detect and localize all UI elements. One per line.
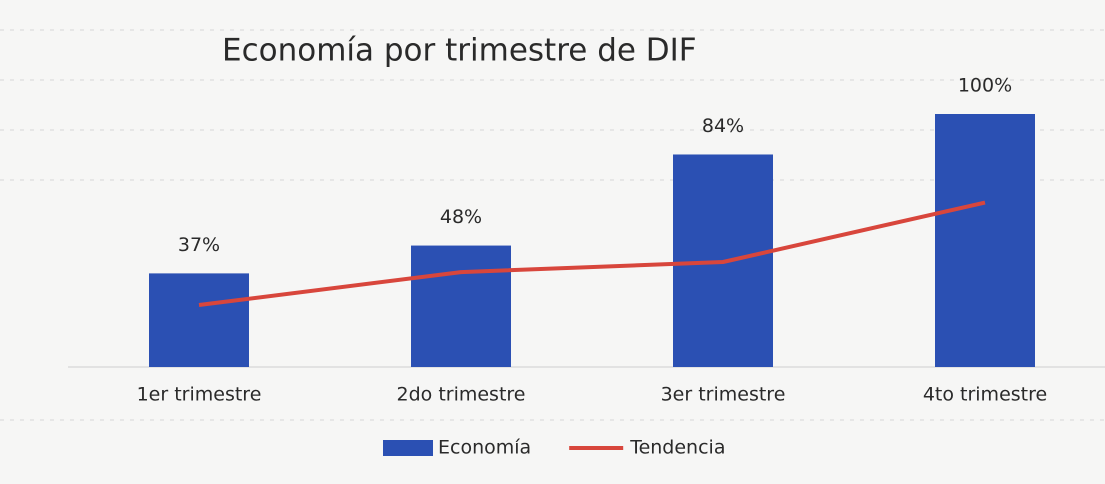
legend-swatch	[383, 440, 433, 456]
data-label: 84%	[702, 115, 744, 137]
chart-title: Economía por trimestre de DIF	[222, 33, 697, 69]
x-tick-label: 4to trimestre	[923, 384, 1047, 406]
data-label: 48%	[440, 206, 482, 228]
bar	[149, 273, 249, 367]
data-label: 37%	[178, 234, 220, 256]
bar	[935, 114, 1035, 367]
bar	[411, 245, 511, 367]
legend-label: Tendencia	[629, 437, 725, 459]
data-label: 100%	[958, 75, 1012, 97]
x-tick-label: 3er trimestre	[661, 384, 786, 406]
x-tick-label: 2do trimestre	[397, 384, 526, 406]
x-tick-label: 1er trimestre	[137, 384, 262, 406]
trend-line	[198, 200, 986, 307]
legend-label: Economía	[438, 437, 531, 459]
